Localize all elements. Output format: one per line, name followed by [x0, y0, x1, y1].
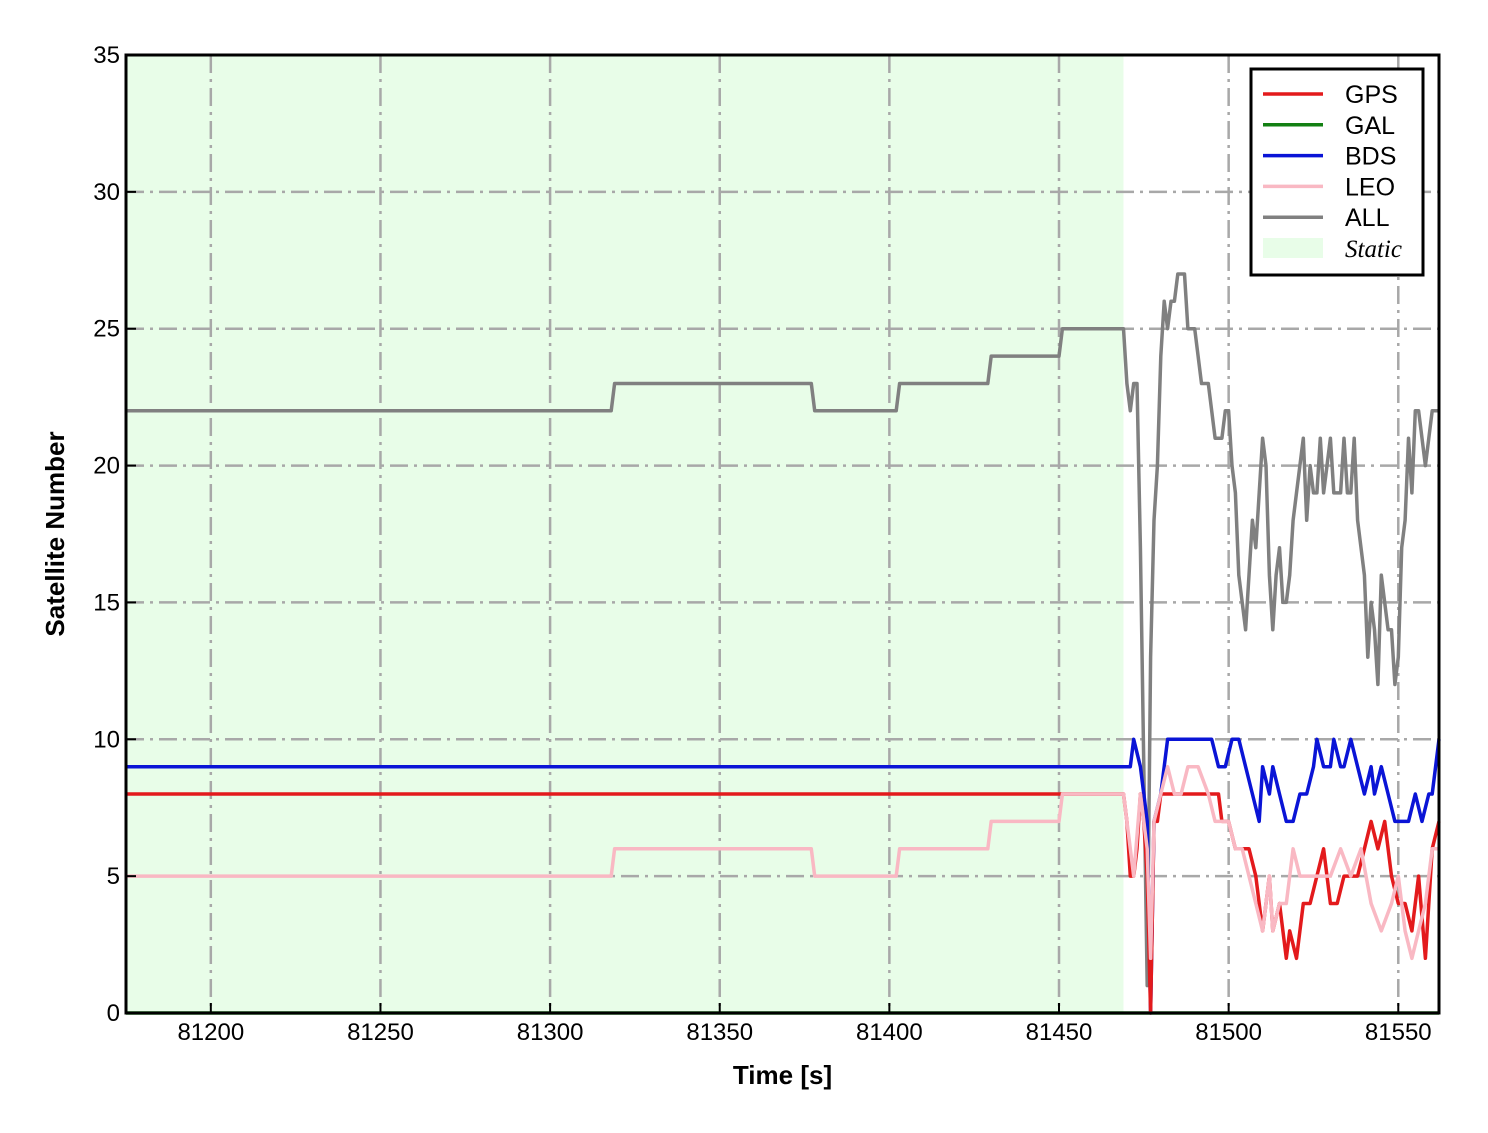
x-tick-label: 81350 — [686, 1019, 753, 1046]
x-tick-label: 81500 — [1195, 1019, 1262, 1046]
legend-label-gps: GPS — [1345, 81, 1398, 109]
y-tick-label: 35 — [93, 42, 120, 69]
x-tick-label: 81400 — [856, 1019, 923, 1046]
y-axis-title: Satellite Number — [40, 431, 70, 636]
x-tick-label: 81450 — [1026, 1019, 1093, 1046]
plot-frame — [124, 53, 1441, 1015]
x-tick-label: 81250 — [347, 1019, 414, 1046]
series-line-leo — [126, 764, 1439, 961]
y-tick-label: 30 — [93, 179, 120, 206]
y-tick-label: 0 — [107, 1000, 120, 1027]
x-tick-label: 81300 — [517, 1019, 584, 1046]
series-line-all — [126, 272, 1439, 988]
y-tick-label: 5 — [107, 863, 120, 890]
y-tick-label: 20 — [93, 453, 120, 480]
axis-ticks: 81200 81250 81300 81350 81400 81450 81500 81550… — [93, 42, 1431, 1046]
legend-swatch-static — [1263, 238, 1323, 258]
legend-label-all: ALL — [1345, 204, 1390, 232]
legend-label-bds: BDS — [1345, 143, 1396, 171]
static-region-fill — [126, 55, 1124, 1013]
legend-label-leo: LEO — [1345, 173, 1395, 201]
x-tick-label: 81200 — [177, 1019, 244, 1046]
series-lines — [126, 272, 1441, 1015]
x-tick-label: 81550 — [1365, 1019, 1432, 1046]
legend-label-gal: GAL — [1345, 112, 1395, 140]
legend-label-static: Static — [1345, 236, 1402, 263]
grid — [126, 55, 1439, 1013]
y-tick-label: 15 — [93, 589, 120, 616]
y-tick-label: 10 — [93, 726, 120, 753]
x-axis-title: Time [s] — [733, 1060, 832, 1090]
static-region — [126, 55, 1124, 1013]
y-tick-label: 25 — [93, 316, 120, 343]
